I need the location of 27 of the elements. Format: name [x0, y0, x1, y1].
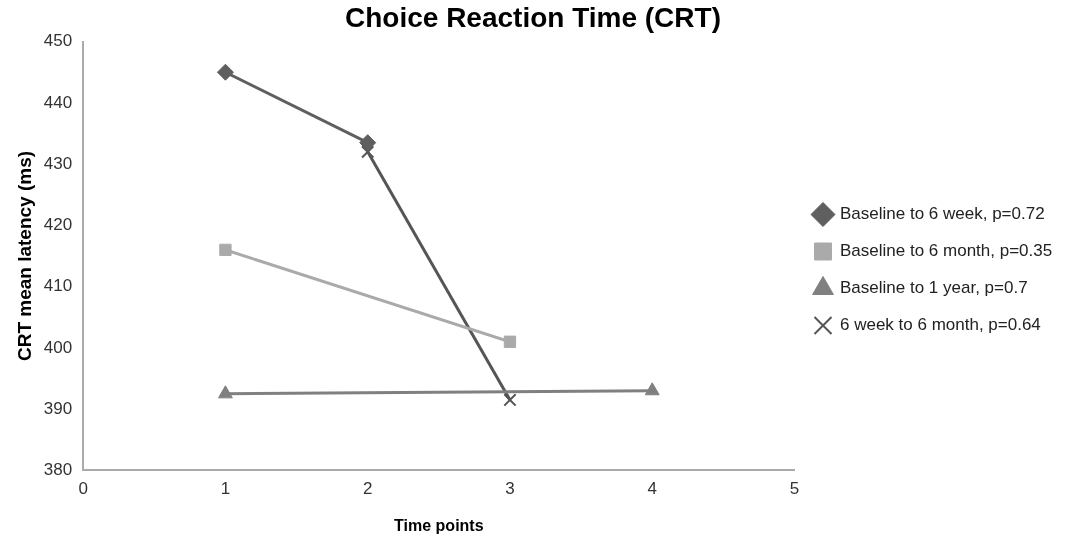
point — [219, 243, 232, 257]
y-tick-label: 410 — [43, 276, 73, 296]
point — [216, 63, 234, 81]
y-axis-title: CRT mean latency (ms) — [13, 150, 35, 362]
x-tick-label: 2 — [362, 479, 373, 499]
x-tick-label: 3 — [505, 479, 515, 499]
legend-label: 6 week to 6 month, p=0.64 — [840, 315, 1041, 335]
legend-label: Baseline to 6 week, p=0.72 — [840, 204, 1045, 224]
x-tick-label: 0 — [78, 479, 88, 499]
y-tick-label: 420 — [43, 215, 73, 235]
legend-label: Baseline to 1 year, p=0.7 — [840, 278, 1028, 298]
y-tick-label: 430 — [43, 153, 73, 173]
x-tick-label: 5 — [789, 479, 800, 499]
x-tick-label: 1 — [220, 479, 231, 499]
y-tick-label: 440 — [43, 92, 73, 112]
y-tick-label: 450 — [43, 31, 73, 51]
point — [503, 393, 517, 407]
legend-label: Baseline to 6 month, p=0.35 — [840, 241, 1053, 261]
y-tick-label: 390 — [43, 398, 73, 418]
point — [359, 134, 377, 152]
chart-title: Choice Reaction Time (CRT) — [345, 1, 721, 33]
x-tick-label: 4 — [647, 479, 657, 499]
x-axis-title: Time points — [394, 516, 484, 534]
point — [503, 335, 517, 348]
y-tick-label: 400 — [43, 337, 73, 357]
point — [361, 145, 375, 159]
y-tick-label: 380 — [43, 460, 73, 480]
